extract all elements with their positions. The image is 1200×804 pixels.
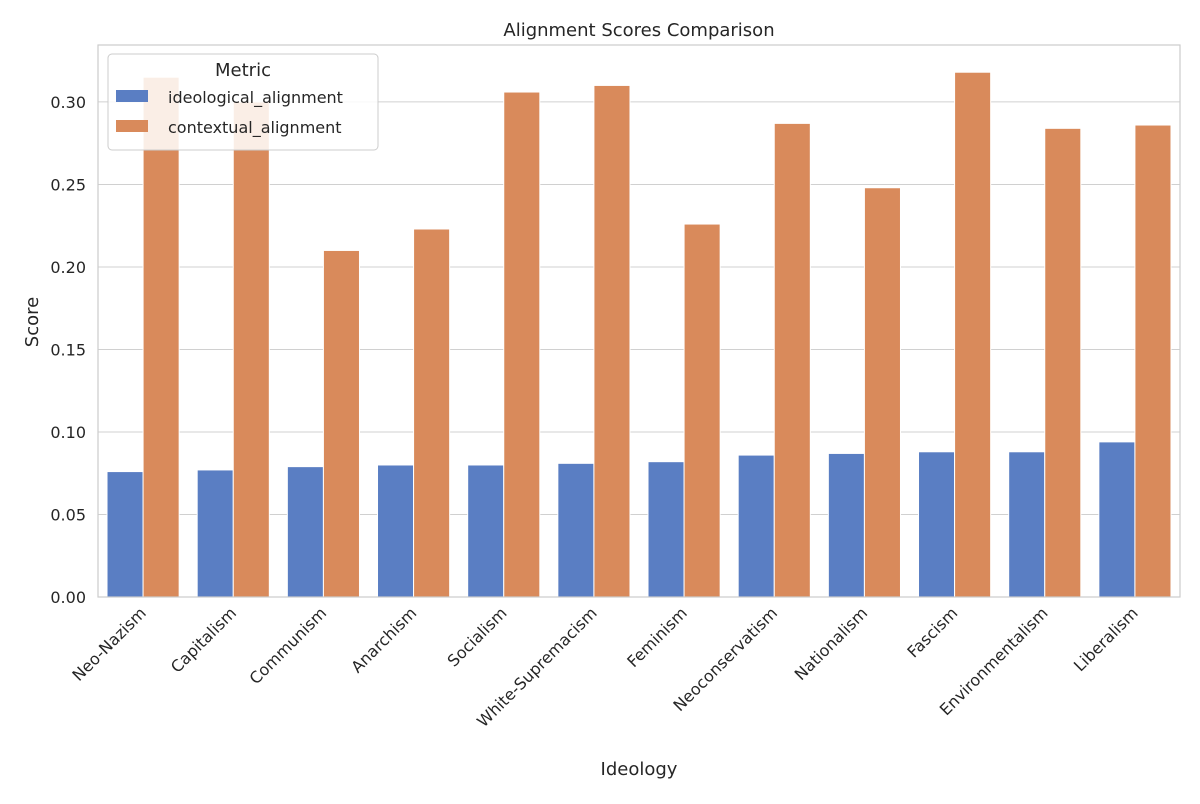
bar-ideological_alignment-nationalism: [827, 452, 865, 598]
bar-ideological_alignment-environmentalism: [1008, 451, 1046, 598]
bar-contextual_alignment-feminism: [683, 223, 721, 598]
x-tick-label: Socialism: [444, 603, 511, 670]
x-tick-label: Liberalism: [1070, 603, 1142, 675]
x-tick-label: Anarchism: [347, 603, 420, 676]
bar-contextual_alignment-neo-nazism: [142, 76, 180, 598]
plot-frame: [97, 44, 1181, 598]
bar-ideological_alignment-fascism: [918, 451, 956, 598]
bar-contextual_alignment-white-supremacism: [593, 84, 631, 598]
y-tick-label: 0.25: [50, 175, 86, 194]
bar-ideological_alignment-neo-nazism: [106, 471, 144, 598]
bar-contextual_alignment-communism: [322, 249, 360, 598]
chart-title: Alignment Scores Comparison: [503, 20, 774, 41]
bar-ideological_alignment-communism: [286, 466, 324, 598]
y-axis-ticks: 0.00 0.05 0.10 0.15 0.20 0.25 0.30: [50, 93, 86, 607]
y-tick-label: 0.10: [50, 423, 86, 442]
legend-swatch-ideological_alignment: [116, 90, 148, 102]
x-tick-label: Capitalism: [167, 603, 240, 676]
legend-title: Metric: [215, 60, 271, 81]
bar-contextual_alignment-nationalism: [863, 187, 901, 598]
x-axis-ticks: Neo-Nazism Capitalism Communism Anarchism So…: [68, 603, 1141, 731]
bar-ideological_alignment-liberalism: [1098, 441, 1136, 598]
bar-contextual_alignment-neoconservatism: [773, 122, 811, 598]
y-tick-label: 0.00: [50, 588, 86, 607]
x-tick-label: Neo-Nazism: [68, 603, 149, 684]
bar-contextual_alignment-environmentalism: [1044, 127, 1082, 598]
bar-ideological_alignment-neoconservatism: [737, 454, 775, 598]
bar-ideological_alignment-feminism: [647, 461, 685, 598]
bar-contextual_alignment-liberalism: [1134, 124, 1172, 598]
x-tick-label: Feminism: [623, 603, 691, 671]
x-tick-label: Nationalism: [791, 603, 872, 684]
bar-ideological_alignment-socialism: [467, 464, 505, 598]
bar-contextual_alignment-fascism: [954, 71, 992, 598]
x-tick-label: Fascism: [903, 603, 961, 661]
legend-label-ideological_alignment: ideological_alignment: [168, 88, 343, 108]
y-tick-label: 0.05: [50, 505, 86, 524]
legend-swatch-contextual_alignment: [116, 120, 148, 132]
bars: [106, 71, 1172, 598]
y-tick-label: 0.20: [50, 258, 86, 277]
y-tick-label: 0.15: [50, 340, 86, 359]
bar-ideological_alignment-anarchism: [377, 464, 415, 598]
bar-contextual_alignment-socialism: [503, 91, 541, 598]
y-axis-label: Score: [22, 297, 43, 347]
bar-contextual_alignment-anarchism: [413, 228, 451, 598]
bar-contextual_alignment-capitalism: [232, 101, 270, 598]
legend: Metric ideological_alignment contextual_al…: [107, 53, 379, 151]
bar-ideological_alignment-capitalism: [196, 469, 234, 598]
legend-label-contextual_alignment: contextual_alignment: [168, 118, 342, 138]
x-tick-label: Communism: [246, 603, 331, 688]
bar-ideological_alignment-white-supremacism: [557, 462, 595, 598]
legend-box: [107, 53, 379, 151]
y-tick-label: 0.30: [50, 93, 86, 112]
x-axis-label: Ideology: [601, 759, 678, 780]
